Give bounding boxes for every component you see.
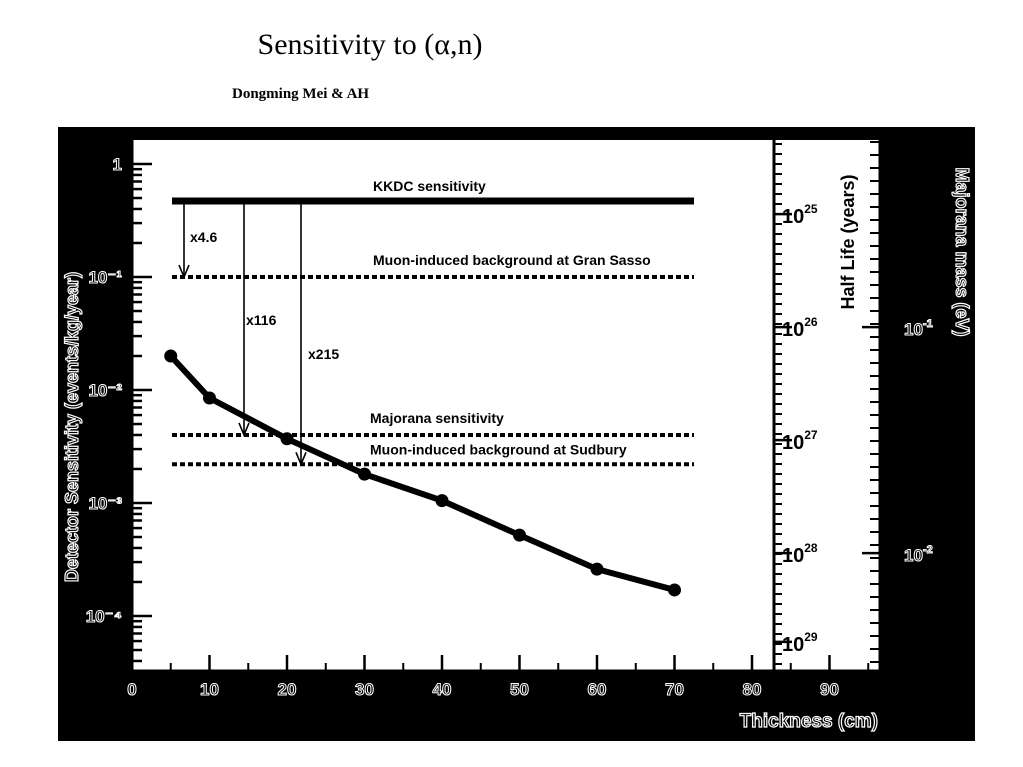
ratio-label: x215 <box>308 346 339 362</box>
x-tick-label: 70 <box>665 680 684 699</box>
series-line <box>168 353 676 593</box>
chart-panel: 1 10⁻¹ 10⁻² 10⁻³ 10⁻⁴ 0 10 20 30 40 50 60 70 80 90 1025… <box>58 127 975 741</box>
sensitivity-chart: 1 10⁻¹ 10⁻² 10⁻³ 10⁻⁴ 0 10 20 30 40 50 60 70 80 90 1025… <box>61 140 973 733</box>
y2-tick-label: 1027 <box>782 428 818 454</box>
data-point <box>203 391 216 405</box>
ratio-arrow-head <box>295 451 307 467</box>
y2-tick-label: 1029 <box>782 630 818 656</box>
y2-axis-label: Half Life (years) <box>838 174 858 309</box>
x-tick-label: 90 <box>820 680 839 699</box>
y2-tick-label: 1028 <box>782 541 818 567</box>
y2-tick-label: 1026 <box>782 315 818 341</box>
y-tick-label: 10⁻² <box>88 381 122 400</box>
ratio-label: x4.6 <box>190 229 217 245</box>
x-tick-label: 10 <box>200 680 219 699</box>
y3-tick-label: 10-1 <box>904 318 933 339</box>
x-tick-label: 60 <box>588 680 607 699</box>
y-tick-label: 10⁻¹ <box>88 268 122 287</box>
reference-line-label: Majorana sensitivity <box>370 410 504 426</box>
reference-line-label: KKDC sensitivity <box>373 178 486 194</box>
page-title: Sensitivity to (α,n) <box>257 28 483 61</box>
y-tick-label: 10⁻⁴ <box>86 607 122 626</box>
data-point <box>668 583 681 597</box>
x-tick-label: 50 <box>510 680 529 699</box>
data-point <box>164 349 178 363</box>
page-subtitle: Dongming Mei & AH <box>232 86 370 102</box>
x-axis-label: Thickness (cm) <box>740 711 878 732</box>
y-tick-label: 1 <box>113 155 122 174</box>
x-tick-label: 0 <box>127 680 136 699</box>
y-axis-label: Detector Sensitivity (events/kg/year) <box>62 272 82 582</box>
x-tick-label: 30 <box>355 680 374 699</box>
plot-area <box>132 140 880 671</box>
y2-tick-label: 1025 <box>782 202 818 228</box>
reference-line-label: Muon-induced background at Sudbury <box>370 441 627 457</box>
data-point <box>590 562 604 576</box>
x-tick-label: 80 <box>743 680 762 699</box>
y-tick-label: 10⁻³ <box>88 494 122 513</box>
x-tick-label: 20 <box>278 680 297 699</box>
data-point <box>280 432 294 446</box>
ratio-arrow-head <box>238 422 250 438</box>
y3-tick-label: 10-2 <box>904 544 933 565</box>
ratio-arrow-head <box>178 264 190 280</box>
y3-axis-label: Majorana mass (eV) <box>952 167 972 336</box>
data-point <box>435 494 449 508</box>
x-tick-label: 40 <box>433 680 452 699</box>
reference-line-label: Muon-induced background at Gran Sasso <box>373 252 651 268</box>
data-point <box>513 528 526 542</box>
ratio-label: x116 <box>246 312 277 328</box>
data-point <box>358 467 371 481</box>
